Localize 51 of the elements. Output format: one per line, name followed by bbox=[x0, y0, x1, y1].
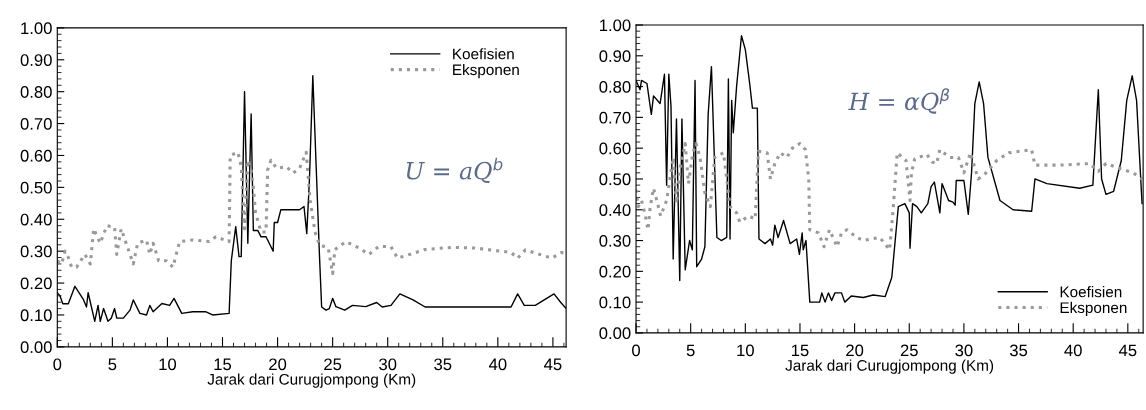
y-tick-label: 0.10 bbox=[20, 309, 52, 322]
y-tick-label: 0.10 bbox=[599, 296, 631, 309]
x-tick-label: 30 bbox=[379, 358, 397, 371]
x-tick-label: 20 bbox=[846, 344, 864, 357]
x-tick-label: 15 bbox=[214, 358, 232, 371]
legend-label: Eksponen bbox=[1060, 301, 1127, 317]
y-tick-label: 0.60 bbox=[599, 142, 631, 155]
x-tick-label: 15 bbox=[791, 344, 809, 357]
x-tick-label: 45 bbox=[1118, 344, 1137, 357]
x-tick-label: 10 bbox=[159, 358, 177, 371]
line-series bbox=[57, 150, 567, 276]
y-tick-label: 0.60 bbox=[20, 149, 52, 162]
y-tick-label: 0.00 bbox=[599, 327, 631, 340]
y-tick-label: 0.20 bbox=[599, 265, 631, 278]
x-tick-label: 40 bbox=[1064, 344, 1082, 357]
y-tick-label: 0.40 bbox=[599, 204, 631, 216]
x-tick-label: 35 bbox=[1009, 344, 1028, 357]
y-tick-label: 1.00 bbox=[21, 22, 52, 35]
x-tick-label: 25 bbox=[900, 344, 918, 357]
legend-label: Koefisien bbox=[453, 48, 514, 60]
x-tick-label: 20 bbox=[269, 358, 287, 371]
x-axis-title: Jarak dari Curugjompong (Km) bbox=[207, 373, 416, 388]
x-tick-label: 0 bbox=[53, 358, 62, 371]
y-tick-label: 0.40 bbox=[20, 213, 52, 226]
y-tick-label: 0.70 bbox=[20, 117, 52, 130]
y-tick-label: 0.30 bbox=[20, 245, 52, 258]
x-tick-label: 40 bbox=[488, 358, 507, 371]
legend-label: Koefisien bbox=[1060, 286, 1122, 298]
x-tick-label: 5 bbox=[108, 358, 117, 371]
annotation: U = aQ$^{b}$ bbox=[406, 157, 503, 184]
y-tick-label: 0.50 bbox=[599, 173, 631, 186]
y-tick-label: 1.00 bbox=[600, 19, 631, 32]
x-tick-label: 25 bbox=[324, 358, 342, 371]
x-tick-label: 30 bbox=[955, 344, 973, 357]
x-axis-title: Jarak dari Curugjompong (Km) bbox=[785, 359, 994, 374]
y-tick-label: 0.30 bbox=[599, 234, 631, 247]
legend-label: Eksponen bbox=[453, 63, 519, 79]
annotation: H = αQ$^{β}$ bbox=[848, 88, 950, 114]
y-tick-label: 0.00 bbox=[20, 341, 52, 354]
x-tick-label: 35 bbox=[434, 358, 452, 371]
x-tick-label: 0 bbox=[632, 344, 641, 357]
y-tick-label: 0.20 bbox=[20, 277, 52, 290]
y-tick-label: 0.70 bbox=[599, 111, 631, 124]
y-tick-label: 0.90 bbox=[20, 54, 52, 66]
x-tick-label: 10 bbox=[737, 344, 754, 357]
x-tick-label: 5 bbox=[686, 344, 695, 357]
x-tick-label: 45 bbox=[544, 358, 562, 371]
y-tick-label: 0.90 bbox=[599, 50, 631, 62]
y-tick-label: 0.50 bbox=[20, 181, 52, 194]
y-tick-label: 0.80 bbox=[599, 80, 631, 93]
y-tick-label: 0.80 bbox=[20, 86, 52, 98]
